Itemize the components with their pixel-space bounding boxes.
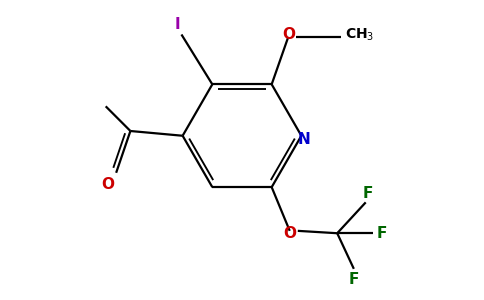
Text: F: F bbox=[376, 226, 387, 241]
Text: CH$_3$: CH$_3$ bbox=[345, 26, 375, 43]
Text: O: O bbox=[283, 226, 296, 241]
Text: O: O bbox=[282, 27, 295, 42]
Text: N: N bbox=[297, 132, 310, 147]
Text: F: F bbox=[348, 272, 359, 287]
Text: O: O bbox=[101, 177, 114, 192]
Text: I: I bbox=[175, 16, 181, 32]
Text: F: F bbox=[363, 186, 373, 201]
